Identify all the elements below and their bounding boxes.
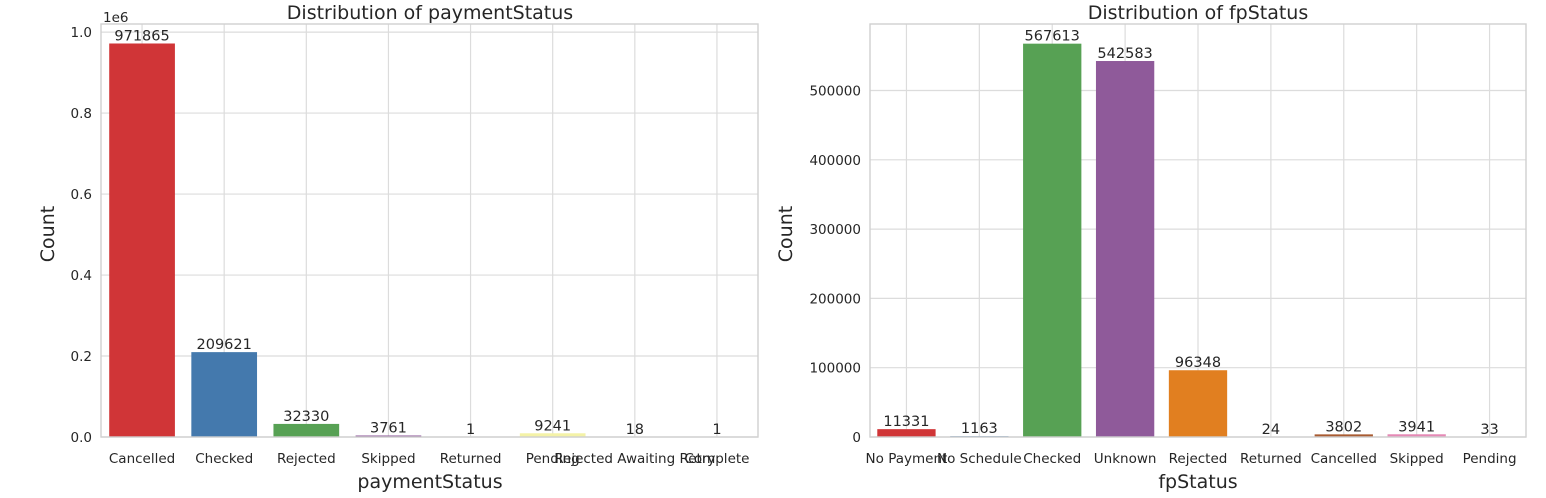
bar-value-label: 1 [712, 422, 721, 438]
x-tick-label: No Schedule [937, 451, 1022, 467]
x-tick-label: Rejected Awaiting Retry [554, 451, 715, 467]
x-axis-label: fpStatus [1158, 471, 1237, 493]
x-tick-labels: Cancelled Checked Rejected Skipped Returned P… [109, 451, 750, 467]
y-tick-label: 0.2 [71, 349, 92, 365]
y-tick-label: 200000 [809, 291, 861, 307]
bar-value-label: 567613 [1025, 29, 1080, 45]
x-tick-label: Returned [1240, 451, 1302, 467]
y-tick-label: 0.6 [71, 187, 92, 203]
y-tick-label: 0.8 [71, 106, 92, 122]
x-tick-label: Skipped [1390, 451, 1444, 467]
y-tick-label: 0 [852, 430, 861, 446]
y-tick-label: 0.4 [71, 268, 92, 284]
bar [1314, 434, 1373, 437]
bar [109, 43, 175, 437]
x-tick-label: Pending [526, 451, 580, 467]
bar-value-label: 1 [466, 422, 475, 438]
bar-value-label: 11331 [883, 414, 929, 430]
bar-value-label: 3802 [1325, 419, 1362, 435]
x-tick-label: Complete [684, 451, 749, 467]
y-tick-label: 100000 [809, 361, 861, 377]
x-tick-label: Rejected [1169, 451, 1228, 467]
bar-value-label: 542583 [1097, 46, 1152, 62]
y-scale-label: 1e6 [103, 10, 128, 26]
x-tick-label: Unknown [1094, 451, 1157, 467]
y-tick-label: 1.0 [71, 25, 92, 41]
y-tick-labels: 0.0 0.2 0.4 0.6 0.8 1.0 [71, 25, 92, 446]
y-tick-label: 0.0 [71, 430, 92, 446]
bar [1387, 434, 1446, 437]
bar-value-label: 971865 [114, 28, 169, 44]
bar [1023, 43, 1082, 437]
bar-value-label: 9241 [534, 418, 571, 434]
x-tick-label: Cancelled [1311, 451, 1377, 467]
y-tick-label: 400000 [809, 153, 861, 169]
bar-value-label: 1163 [961, 421, 998, 437]
x-tick-label: Cancelled [109, 451, 175, 467]
plot-frame [100, 23, 759, 438]
bar [355, 435, 422, 437]
bar-value-label: 33 [1480, 422, 1498, 438]
bar-value-label: 18 [626, 422, 644, 438]
bar [1168, 370, 1228, 437]
bar-value-label: 3761 [370, 420, 407, 436]
x-tick-label: Pending [1463, 451, 1517, 467]
y-tick-labels: 0 100000 200000 300000 400000 500000 [809, 84, 861, 446]
bar [1095, 61, 1155, 437]
bar-value-label: 96348 [1175, 355, 1221, 371]
x-tick-label: No Payment [866, 451, 948, 467]
x-tick-label: Skipped [361, 451, 415, 467]
x-tick-label: Checked [1023, 451, 1081, 467]
x-tick-label: Returned [440, 451, 502, 467]
chart-fp-status: Distribution of fpStatus 11331 1163 567613… [775, 2, 1527, 493]
y-tick-label: 300000 [809, 222, 861, 238]
x-tick-label: Checked [195, 451, 253, 467]
x-tick-label: Rejected [277, 451, 336, 467]
y-axis-label: Count [37, 206, 59, 262]
bar-value-label: 24 [1262, 422, 1280, 438]
bar [877, 429, 936, 437]
x-axis-label: paymentStatus [357, 471, 502, 493]
grid-lines [101, 24, 758, 438]
y-tick-label: 500000 [809, 84, 861, 100]
bars [877, 43, 1519, 437]
bar [519, 433, 586, 437]
bar-labels: 11331 1163 567613 542583 96348 24 3802 3941 33 [883, 29, 1498, 438]
bar-labels: 971865 209621 32330 3761 1 9241 18 1 [114, 28, 721, 438]
bar [273, 423, 340, 437]
bar-value-label: 209621 [197, 337, 252, 353]
bars [109, 43, 750, 437]
bar-value-label: 3941 [1398, 419, 1435, 435]
chart-payment-status: Distribution of paymentStatus 971865 2096… [37, 2, 759, 493]
y-axis-label: Count [775, 206, 797, 262]
plot-frame [869, 23, 1527, 438]
chart-title: Distribution of paymentStatus [287, 2, 573, 24]
bar-value-label: 32330 [283, 409, 329, 425]
bar [191, 352, 258, 437]
chart-title: Distribution of fpStatus [1088, 2, 1309, 24]
